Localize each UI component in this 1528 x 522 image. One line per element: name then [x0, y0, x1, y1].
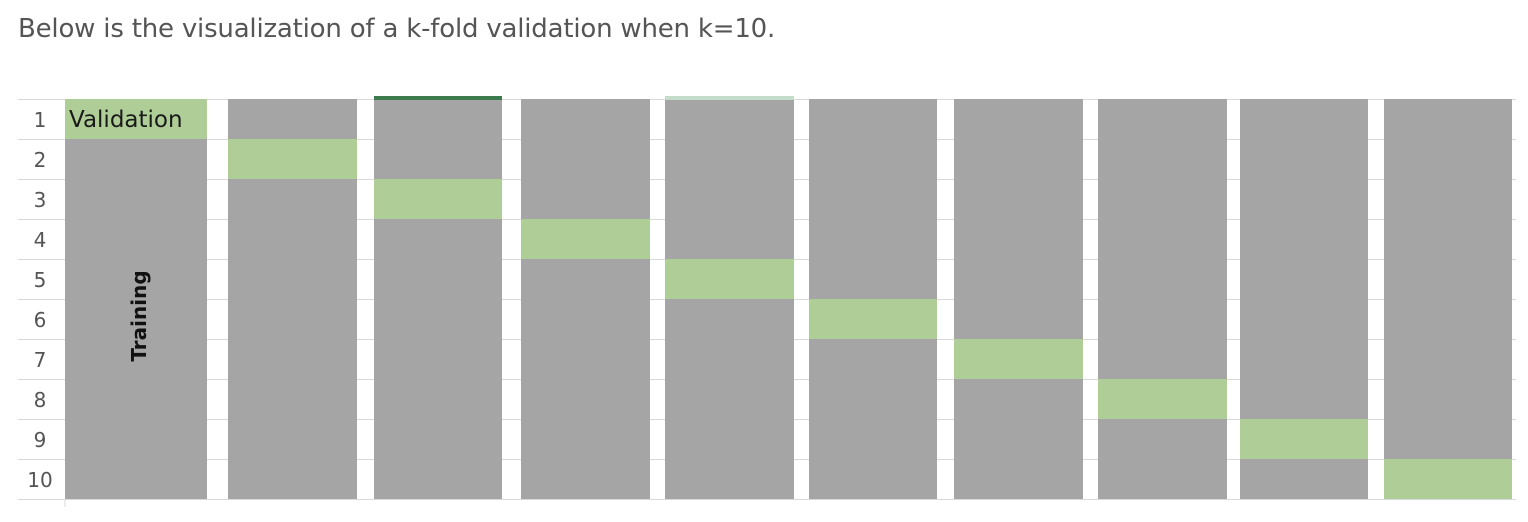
row-label: 8	[34, 388, 47, 412]
row-label: 1	[34, 108, 47, 132]
fold-column	[665, 99, 794, 499]
fold-column	[1098, 99, 1227, 499]
annotations: Validation Training	[69, 107, 183, 362]
validation-label: Validation	[69, 107, 183, 133]
row-label: 3	[34, 188, 47, 212]
fold-column	[1240, 99, 1368, 499]
validation-block	[374, 179, 502, 219]
training-block	[374, 99, 502, 499]
validation-block	[521, 219, 650, 259]
row-labels: 1 2 3 4 5 6 7 8 9 10	[27, 108, 52, 492]
validation-block	[1098, 379, 1227, 419]
fold-top-accent	[665, 96, 794, 100]
row-label: 7	[34, 348, 47, 372]
training-block	[65, 99, 207, 499]
validation-block	[1384, 459, 1512, 499]
fold-column	[65, 99, 207, 499]
row-label: 5	[34, 268, 47, 292]
validation-block	[228, 139, 357, 179]
validation-block	[809, 299, 937, 339]
training-block	[1384, 99, 1512, 499]
training-block	[1098, 99, 1227, 499]
training-label: Training	[127, 270, 151, 361]
validation-block	[954, 339, 1083, 379]
fold-column	[374, 99, 502, 499]
row-label: 9	[34, 428, 47, 452]
fold-column	[954, 99, 1083, 499]
intro-text: Below is the visualization of a k-fold v…	[18, 14, 776, 44]
row-label: 6	[34, 308, 47, 332]
validation-block	[1240, 419, 1368, 459]
validation-block	[665, 259, 794, 299]
fold-column	[1384, 99, 1512, 499]
row-label: 4	[34, 228, 47, 252]
validation-block	[65, 99, 207, 139]
fold-column	[521, 99, 650, 499]
fold-column	[228, 99, 357, 499]
training-block	[521, 99, 650, 499]
folds	[65, 96, 1512, 499]
row-label: 2	[34, 148, 47, 172]
fold-top-accent	[374, 96, 502, 100]
training-block	[954, 99, 1083, 499]
fold-column	[809, 99, 937, 499]
row-label: 10	[27, 468, 52, 492]
